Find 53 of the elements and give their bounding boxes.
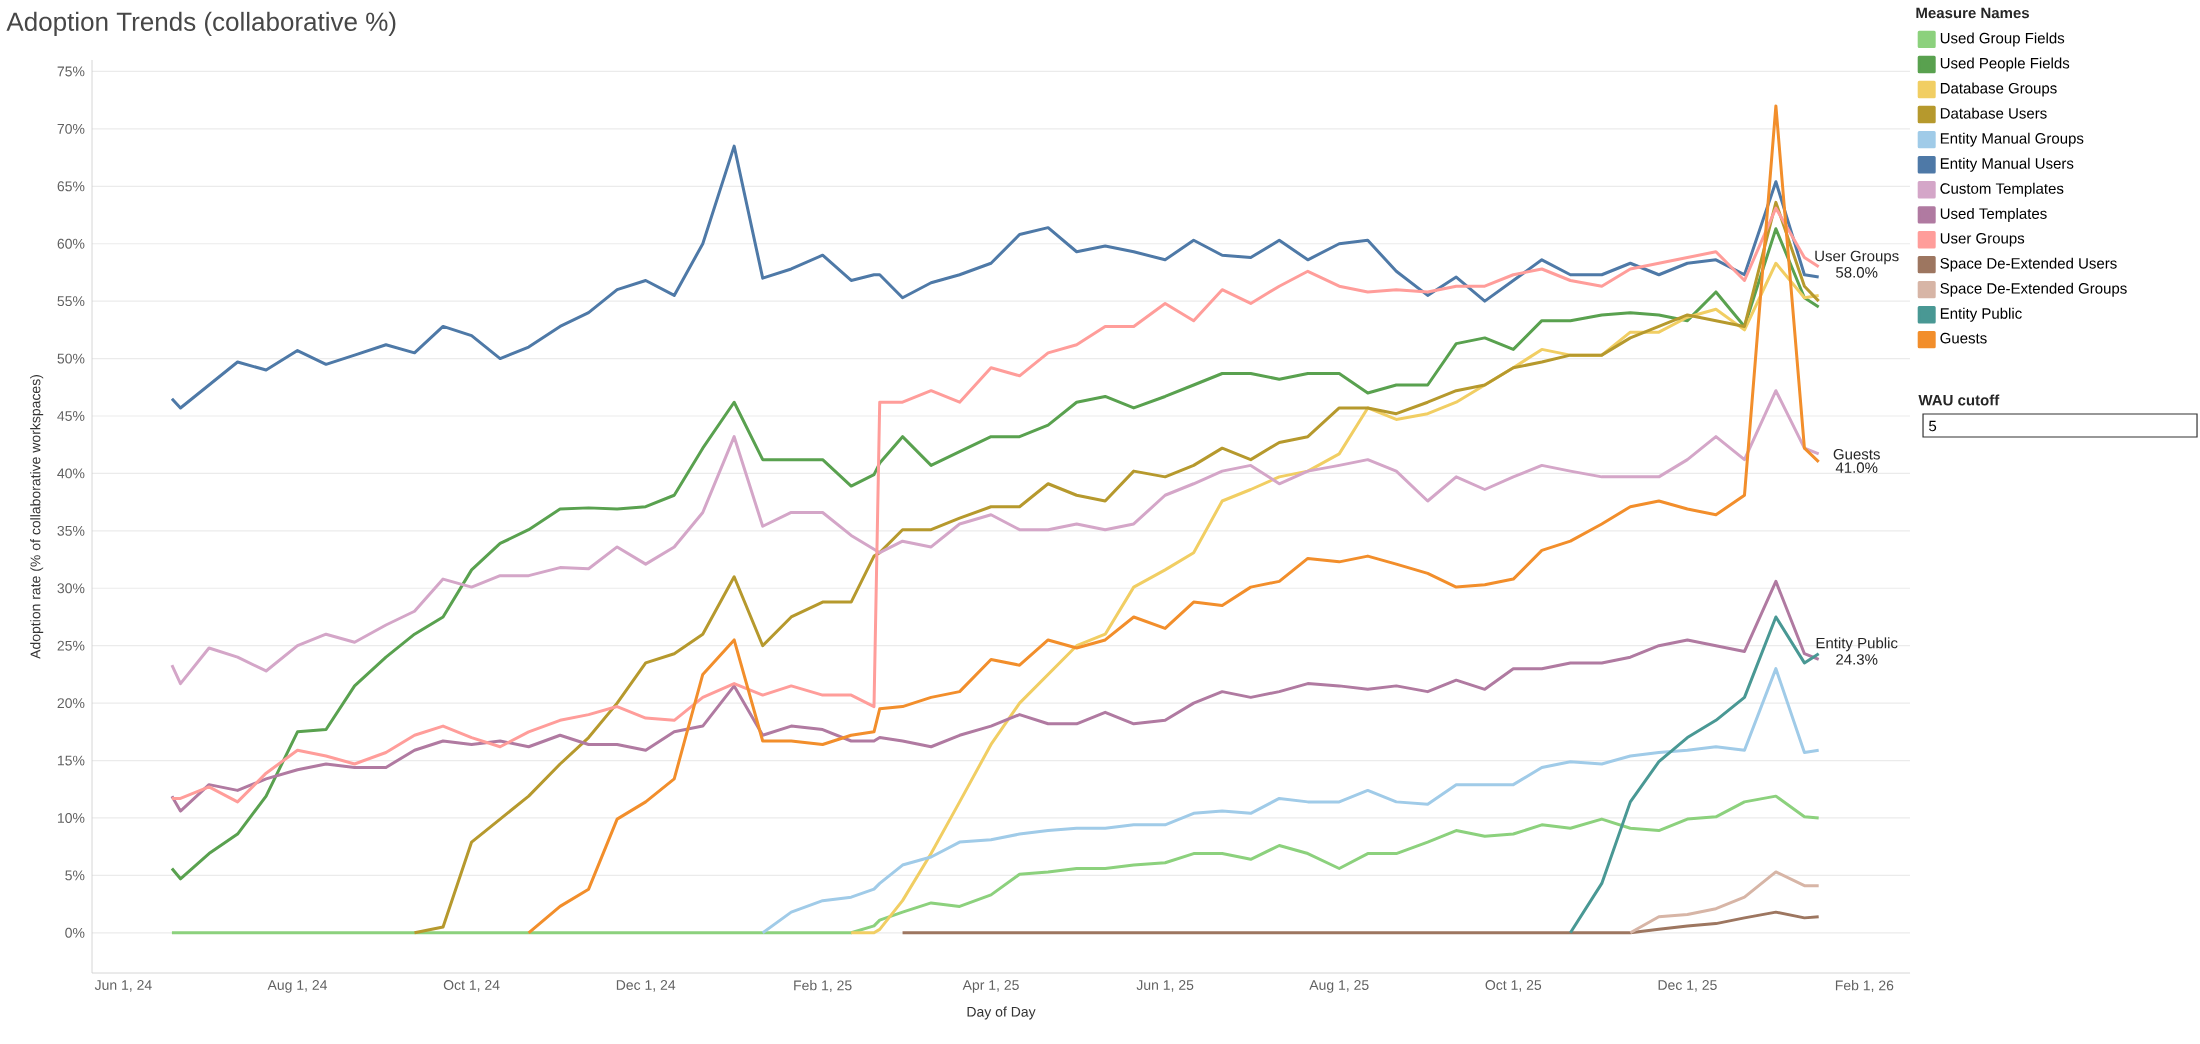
legend-label: Guests (1940, 332, 1987, 344)
y-tick-label: 75% (57, 66, 85, 77)
y-tick-label: 40% (57, 468, 85, 479)
chart-title: Adoption Trends (collaborative %) (6, 11, 396, 37)
annotation: User Groups (1815, 250, 1899, 265)
annotation: 58.0% (1836, 267, 1878, 278)
line-series (1628, 870, 1821, 935)
annotation: 24.3% (1836, 654, 1878, 665)
y-tick-label: 65% (57, 181, 85, 192)
x-tick-label: Feb 1, 25 (794, 980, 852, 992)
annotation: 41.0% (1835, 462, 1878, 473)
text: WAU cutoff (1918, 394, 2000, 406)
annotation: Guests (1833, 448, 1880, 460)
y-tick-label: 0% (65, 927, 85, 938)
legend-label: Custom Templates (1940, 182, 2064, 197)
y-tick-label: 25% (57, 640, 85, 651)
legend-label: Used Templates (1940, 207, 2047, 222)
annotation: Entity Public (1816, 637, 1898, 652)
legend-label: Entity Manual Groups (1940, 132, 2084, 147)
y-tick-label: 30% (57, 583, 85, 594)
x-tick-label: Jun 1, 24 (94, 980, 152, 992)
legend-label: Used Group Fields (1940, 32, 2065, 47)
x-tick-label: Oct 1, 24 (443, 980, 500, 992)
y-tick-label: 70% (57, 123, 85, 134)
y-tick-label: 35% (57, 525, 85, 536)
x-tick-label: Apr 1, 25 (962, 980, 1019, 993)
y-tick-label: 45% (57, 411, 85, 421)
x-tick-label: Aug 1, 24 (267, 980, 328, 993)
text: 5 (1929, 420, 1937, 432)
legend-label: Entity Public (1940, 307, 2022, 322)
legend-label: Database Groups (1940, 82, 2057, 97)
legend-label: Used People Fields (1940, 57, 2070, 72)
x-tick-label: Feb 1, 26 (1835, 980, 1894, 992)
y-tick-label: 50% (57, 353, 85, 364)
legend-label: Database Users (1940, 107, 2047, 119)
x-tick-label: Dec 1, 24 (616, 980, 676, 992)
legend-label: Space De-Extended Groups (1940, 282, 2127, 297)
x-tick-label: Oct 1, 25 (1485, 980, 1542, 992)
y-tick-label: 60% (57, 238, 85, 249)
legend-label: User Groups (1940, 232, 2025, 247)
legend-title: Measure Names (1916, 7, 2029, 19)
x-tick-label: Jun 1, 25 (1136, 980, 1194, 992)
y-axis-title: Adoption rate (% of collaborative workspaces) (30, 375, 44, 659)
y-tick-label: 10% (57, 813, 85, 823)
legend-label: Space De-Extended Users (1940, 257, 2117, 272)
y-tick-label: 15% (57, 755, 85, 766)
x-tick-label: Dec 1, 25 (1658, 980, 1717, 992)
y-tick-label: 5% (65, 870, 85, 881)
x-tick-label: Aug 1, 25 (1309, 980, 1369, 993)
legend-label: Entity Manual Users (1940, 157, 2074, 172)
y-tick-label: 20% (57, 698, 85, 709)
y-tick-label: 55% (57, 296, 85, 307)
x-axis-title: Day of Day (967, 1006, 1036, 1020)
